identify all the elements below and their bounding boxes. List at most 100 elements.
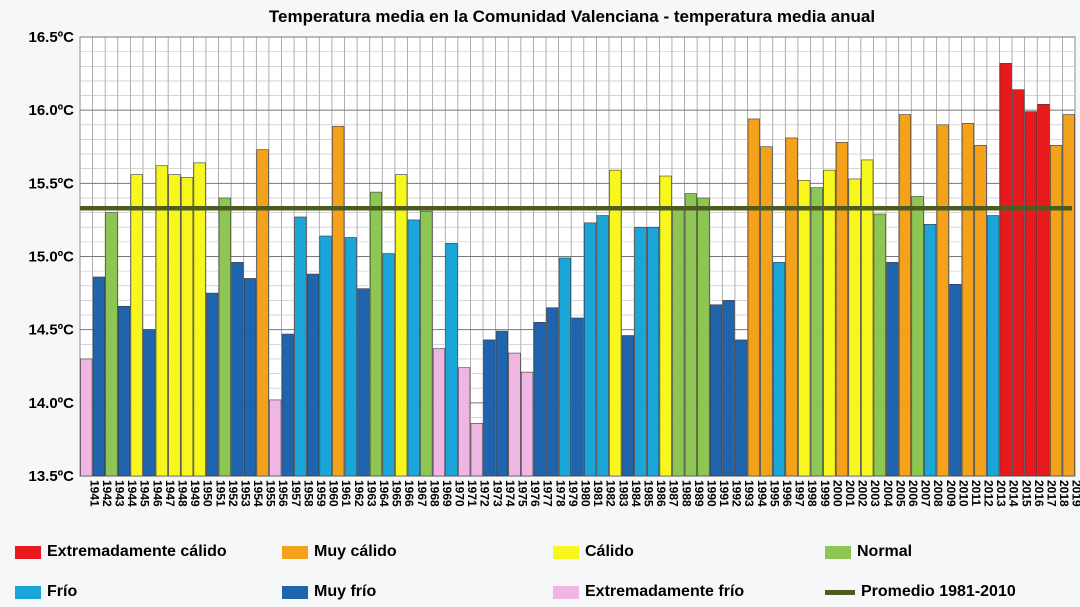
x-tick-label: 2009: [944, 480, 958, 507]
bar-1964: [369, 191, 383, 477]
x-tick-label: 1981: [591, 480, 605, 507]
legend-swatch: [15, 585, 41, 599]
bar-1945: [130, 174, 143, 477]
x-tick-label: 2013: [994, 480, 1008, 507]
bar-1950: [193, 162, 206, 477]
x-tick-label: 2003: [868, 480, 882, 507]
legend-swatch: [553, 585, 579, 599]
x-tick-label: 2006: [906, 480, 920, 507]
x-tick-label: 2012: [982, 480, 996, 507]
bar-1985: [634, 226, 647, 477]
bar-1978: [546, 307, 559, 477]
bar-2015: [1012, 89, 1025, 477]
x-tick-label: 2018: [1057, 480, 1071, 507]
x-tick-label: 1984: [629, 480, 643, 507]
x-tick-label: 1996: [780, 480, 794, 507]
bar-2014: [999, 63, 1012, 477]
bar-1949: [180, 177, 194, 477]
x-tick-label: 1979: [566, 480, 580, 507]
x-tick-label: 1966: [402, 480, 416, 507]
x-tick-label: 1965: [390, 480, 404, 507]
bar-1955: [256, 149, 269, 477]
bar-2006: [898, 114, 912, 477]
x-tick-label: 1986: [654, 480, 668, 507]
bar-1942: [92, 276, 105, 477]
bar-2016: [1024, 111, 1038, 477]
chart: Temperatura media en la Comunidad Valenc…: [28, 7, 1080, 507]
legend-swatch: [553, 545, 579, 559]
bar-2010: [949, 283, 962, 477]
x-tick-label: 1946: [150, 480, 164, 507]
x-tick-label: 1945: [138, 480, 152, 507]
bar-1984: [621, 335, 634, 477]
bar-1971: [458, 367, 471, 477]
x-tick-label: 1977: [541, 480, 555, 507]
bar-1957: [281, 333, 294, 477]
bar-1941: [80, 358, 93, 477]
bar-1999: [810, 187, 823, 477]
legend-label: Extremadamente cálido: [47, 543, 227, 560]
x-tick-label: 1964: [377, 480, 391, 507]
bar-1954: [243, 278, 257, 477]
x-tick-label: 1991: [717, 480, 731, 507]
bar-2009: [936, 124, 949, 477]
x-tick-label: 1963: [364, 480, 378, 507]
bar-1974: [495, 330, 509, 477]
x-tick-label: 1957: [289, 480, 303, 507]
legend-item-calido: Cálido: [553, 540, 634, 564]
x-tick-label: 1975: [516, 480, 530, 507]
legend-label: Frío: [47, 583, 78, 600]
x-tick-label: 2011: [969, 480, 983, 506]
x-tick-label: 1985: [641, 480, 655, 507]
x-tick-label: 2001: [843, 480, 857, 507]
x-tick-label: 2017: [1045, 480, 1059, 507]
bar-1979: [558, 257, 571, 477]
legend-label: Cálido: [585, 543, 634, 560]
bar-2000: [823, 169, 836, 477]
x-tick-label: 1962: [352, 480, 366, 507]
bar-1988: [672, 209, 685, 477]
bar-1977: [533, 322, 546, 477]
chart-title: Temperatura media en la Comunidad Valenc…: [269, 7, 875, 26]
x-axis-ticks: 1941194219431944194519461947194819491950…: [87, 480, 1080, 507]
legend-item-promedio: Promedio 1981-2010: [825, 580, 1016, 604]
legend-item-normal: Normal: [825, 540, 912, 564]
bar-1976: [521, 371, 534, 477]
legend-item-muy-frio: Muy frío: [282, 580, 376, 604]
x-tick-label: 1993: [742, 480, 756, 507]
x-tick-label: 1958: [301, 480, 315, 507]
bar-2003: [861, 159, 874, 477]
bar-1991: [709, 304, 723, 477]
x-tick-label: 1961: [339, 480, 353, 507]
bar-1998: [798, 180, 811, 477]
x-tick-label: 1978: [553, 480, 567, 507]
x-tick-label: 1941: [87, 480, 101, 507]
bar-2007: [911, 196, 924, 477]
bar-1965: [382, 253, 395, 477]
legend-line: [825, 589, 855, 595]
bar-1946: [143, 329, 156, 477]
bar-1970: [445, 243, 458, 477]
x-tick-label: 1949: [188, 480, 202, 507]
y-tick-label: 15.5ºC: [28, 175, 74, 192]
x-tick-label: 1956: [276, 480, 290, 507]
y-tick-label: 13.5ºC: [28, 468, 74, 485]
bar-1958: [294, 216, 307, 477]
bar-1986: [646, 226, 660, 477]
x-tick-label: 1987: [667, 480, 681, 507]
legend-swatch: [282, 585, 308, 599]
legend-swatch: [15, 545, 41, 559]
x-tick-label: 1976: [528, 480, 542, 507]
x-tick-label: 1969: [440, 480, 454, 507]
bar-1972: [470, 423, 483, 477]
bar-1975: [508, 352, 521, 477]
x-tick-label: 1968: [427, 480, 441, 507]
bar-1959: [306, 273, 320, 477]
x-tick-label: 1950: [201, 480, 215, 507]
bar-1944: [117, 305, 131, 477]
bar-1993: [735, 339, 748, 477]
x-tick-label: 2008: [931, 480, 945, 507]
bar-2019: [1062, 114, 1075, 477]
legend-label: Normal: [857, 543, 913, 560]
bar-1973: [483, 339, 496, 477]
